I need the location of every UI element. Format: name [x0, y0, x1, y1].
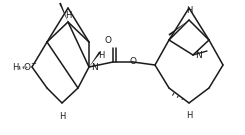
Text: H: H [186, 111, 192, 120]
Text: H: H [65, 11, 71, 20]
Text: N: N [195, 50, 202, 60]
Text: O: O [130, 58, 136, 67]
Text: O: O [104, 36, 111, 45]
Polygon shape [59, 3, 68, 22]
Text: H: H [98, 50, 104, 60]
Text: H: H [12, 63, 18, 72]
Text: H: H [186, 6, 192, 15]
Text: H: H [59, 112, 65, 121]
Text: −: − [30, 61, 36, 67]
Polygon shape [169, 20, 189, 36]
Polygon shape [89, 51, 101, 67]
Text: N: N [91, 63, 98, 72]
Text: O: O [23, 63, 30, 72]
